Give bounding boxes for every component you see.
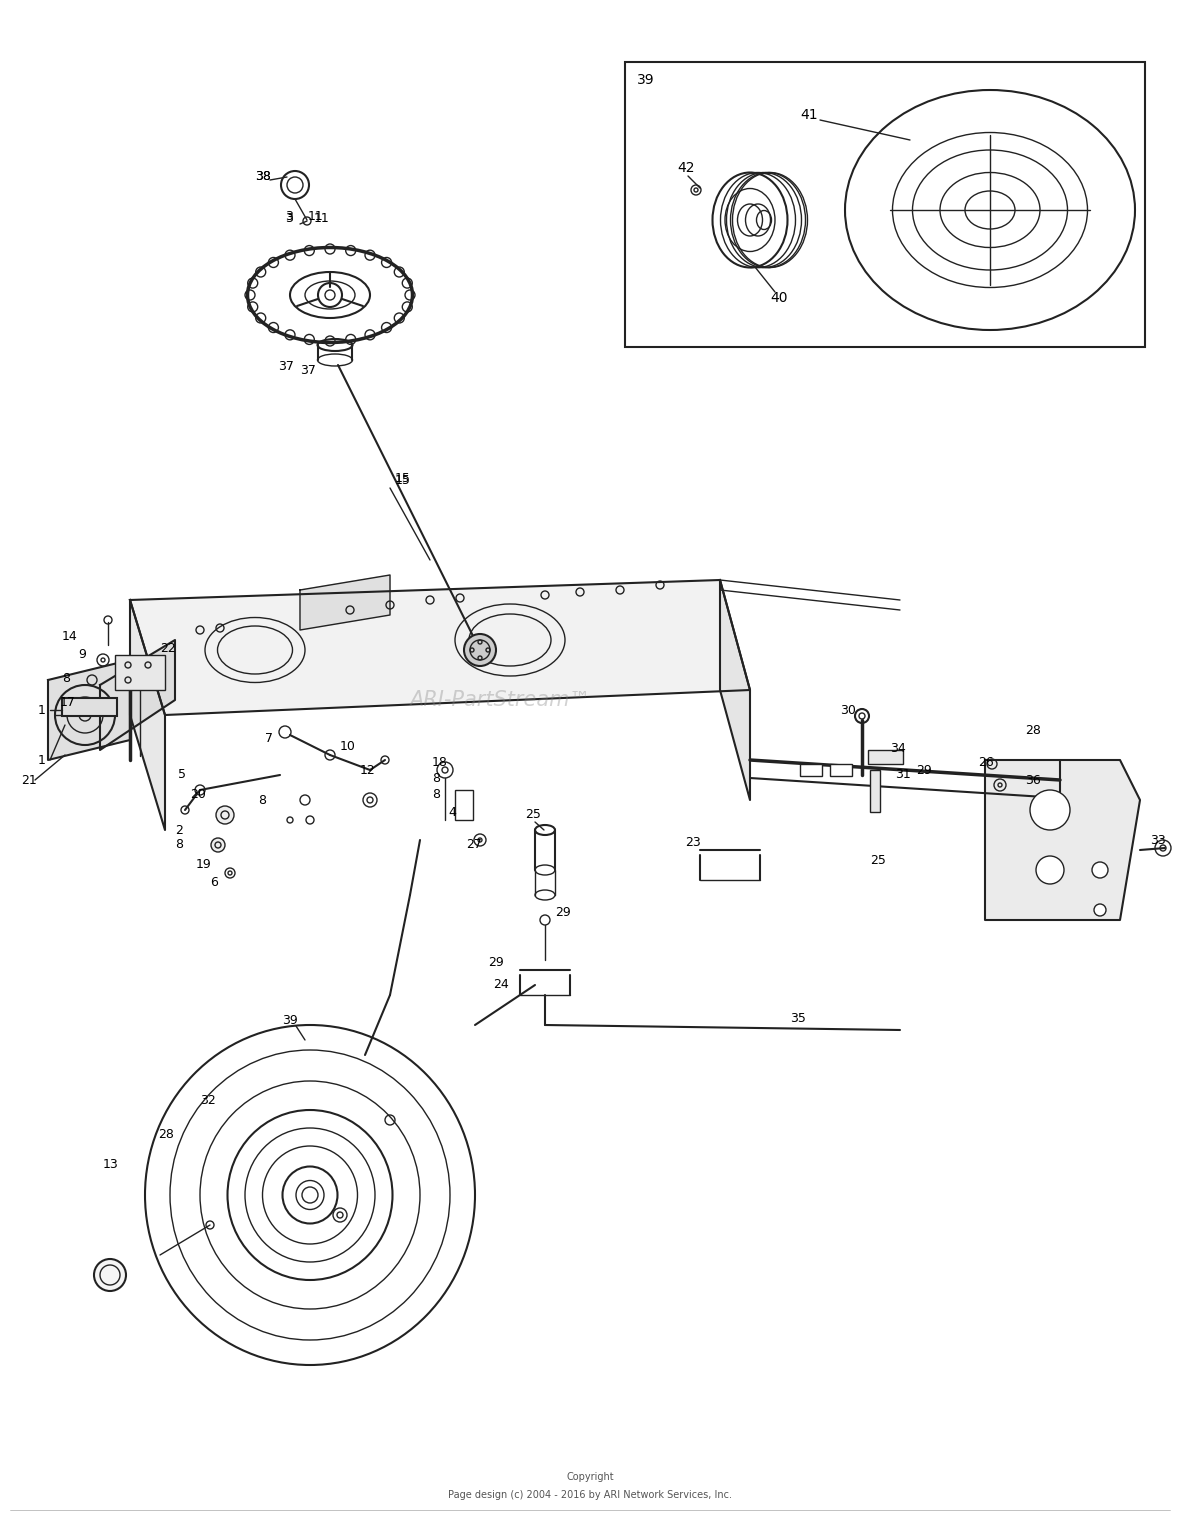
Text: 1: 1 (38, 704, 46, 716)
Bar (870, 770, 880, 812)
Text: 34: 34 (890, 742, 906, 754)
Text: 2: 2 (175, 823, 183, 837)
Text: 30: 30 (840, 704, 856, 716)
Polygon shape (720, 580, 750, 800)
Text: 4: 4 (448, 806, 455, 818)
Text: 38: 38 (255, 169, 271, 183)
Circle shape (211, 838, 225, 852)
Circle shape (464, 634, 496, 666)
Text: 8: 8 (432, 771, 440, 785)
Text: 6: 6 (210, 875, 218, 889)
Text: 29: 29 (555, 906, 571, 919)
Text: 8: 8 (258, 794, 266, 806)
Text: 8: 8 (63, 672, 70, 686)
Text: 40: 40 (771, 292, 787, 305)
Polygon shape (100, 640, 175, 750)
Circle shape (1036, 857, 1064, 884)
Text: 19: 19 (196, 858, 211, 872)
Circle shape (1094, 904, 1106, 916)
Text: 25: 25 (870, 854, 886, 866)
Text: 13: 13 (103, 1159, 119, 1171)
Circle shape (1030, 789, 1070, 831)
Text: 5: 5 (178, 768, 186, 780)
Text: 15: 15 (395, 472, 411, 484)
Text: 10: 10 (340, 739, 356, 753)
Text: 7: 7 (266, 731, 273, 745)
Text: 8: 8 (175, 838, 183, 852)
Text: Copyright: Copyright (566, 1472, 614, 1483)
Text: 11: 11 (314, 212, 329, 224)
Text: 39: 39 (282, 1014, 297, 1026)
Text: 29: 29 (916, 764, 932, 777)
Text: 14: 14 (63, 629, 78, 643)
Text: 9: 9 (78, 649, 86, 661)
Text: 42: 42 (677, 160, 695, 176)
Text: 17: 17 (60, 695, 76, 709)
Text: 26: 26 (978, 756, 994, 768)
Text: 28: 28 (158, 1128, 173, 1142)
Text: 1: 1 (38, 753, 46, 767)
Text: 35: 35 (789, 1011, 806, 1025)
Circle shape (94, 1258, 126, 1290)
Text: 3: 3 (286, 211, 293, 223)
Bar (868, 750, 903, 764)
Text: 12: 12 (360, 764, 375, 777)
Text: ARI-PartStream™: ARI-PartStream™ (409, 690, 591, 710)
Circle shape (281, 171, 309, 199)
Polygon shape (300, 576, 391, 631)
Text: 37: 37 (300, 363, 316, 377)
Text: 11: 11 (308, 211, 323, 223)
Bar (625, 63, 1145, 347)
Text: 39: 39 (637, 73, 655, 87)
Text: 32: 32 (199, 1093, 216, 1107)
Text: 15: 15 (395, 473, 411, 487)
Text: 27: 27 (466, 838, 481, 852)
Text: 22: 22 (160, 641, 176, 655)
Text: 38: 38 (255, 169, 271, 183)
Bar (830, 764, 852, 776)
Polygon shape (48, 660, 130, 760)
Polygon shape (130, 580, 750, 715)
Bar (63, 698, 117, 716)
Text: Page design (c) 2004 - 2016 by ARI Network Services, Inc.: Page design (c) 2004 - 2016 by ARI Netwo… (448, 1490, 732, 1500)
Text: 21: 21 (21, 774, 37, 786)
Text: 25: 25 (525, 808, 540, 822)
Bar (114, 655, 165, 690)
Text: 33: 33 (1150, 834, 1166, 846)
Bar (455, 789, 473, 820)
Text: 18: 18 (432, 756, 448, 770)
Polygon shape (130, 600, 165, 831)
Text: 41: 41 (800, 108, 818, 122)
Text: 37: 37 (278, 360, 294, 374)
Text: 28: 28 (1025, 724, 1041, 736)
Text: 36: 36 (1025, 774, 1041, 786)
Text: 24: 24 (493, 979, 509, 991)
Circle shape (216, 806, 234, 825)
Circle shape (1092, 863, 1108, 878)
Text: 23: 23 (686, 837, 701, 849)
Text: 8: 8 (432, 788, 440, 802)
Text: 31: 31 (894, 768, 911, 782)
Text: 29: 29 (489, 956, 504, 970)
Text: 20: 20 (190, 788, 205, 802)
Text: 3: 3 (286, 212, 293, 224)
Polygon shape (985, 760, 1140, 919)
Bar (800, 764, 822, 776)
